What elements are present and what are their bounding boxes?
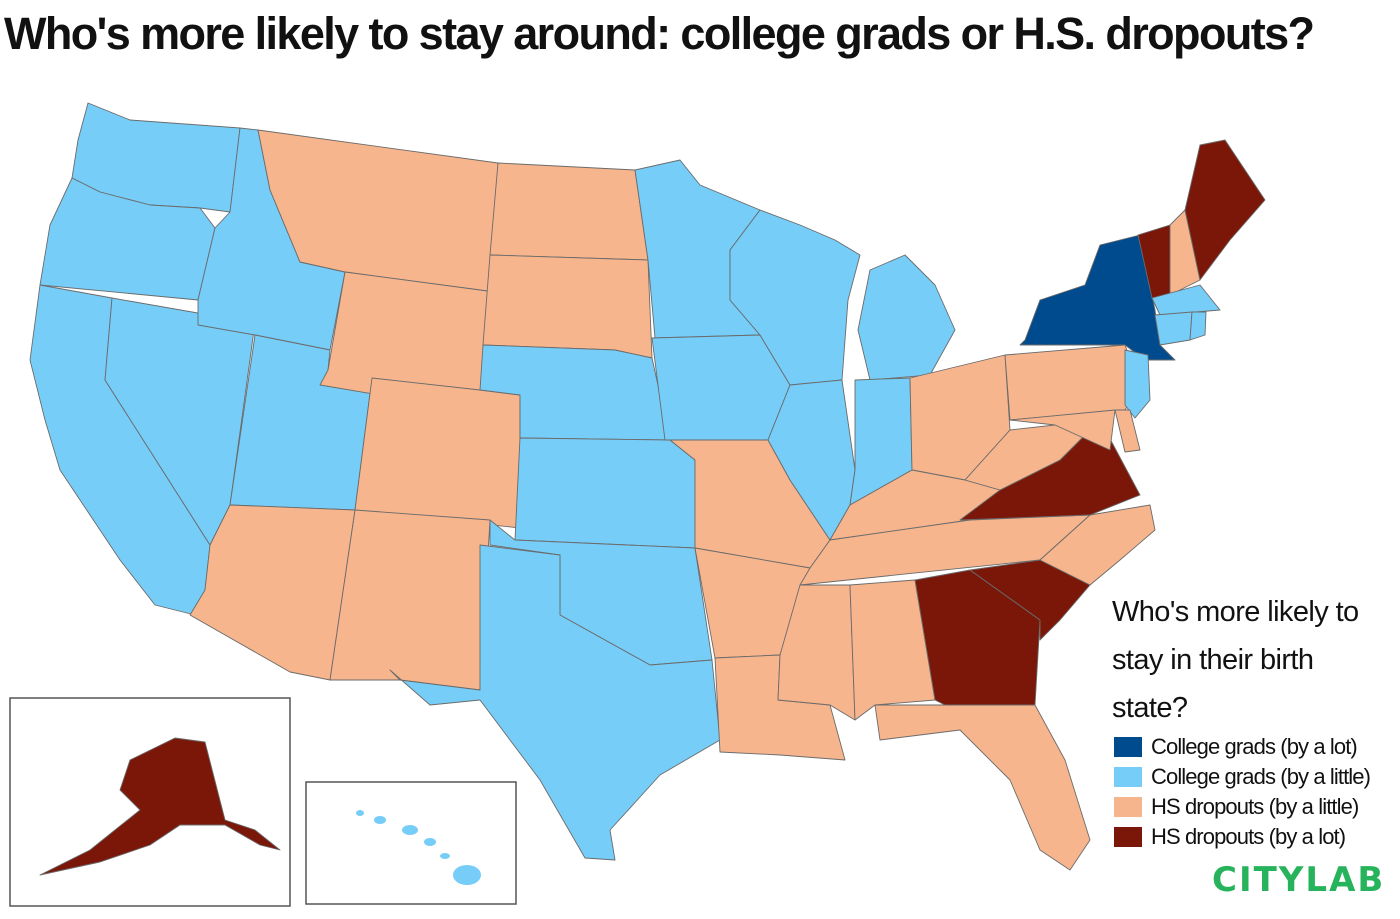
state-michigan [857, 254, 956, 381]
state-hawaii [453, 865, 481, 885]
legend-item-college-lot: College grads (by a lot) [1114, 732, 1397, 762]
state-hawaii [374, 816, 386, 824]
legend-item-hs-little: HS dropouts (by a little) [1114, 792, 1397, 822]
state-hawaii [402, 825, 418, 835]
legend-swatch [1114, 827, 1142, 847]
state-hawaii [440, 853, 450, 859]
state-north-dakota [489, 162, 649, 261]
state-hawaii [356, 810, 364, 816]
state-texas [389, 544, 721, 861]
legend-label: HS dropouts (by a little) [1151, 794, 1359, 819]
state-maine [1184, 139, 1266, 281]
legend-label: College grads (by a lot) [1151, 734, 1358, 759]
state-hawaii [424, 838, 436, 846]
legend-swatch [1114, 767, 1142, 787]
legend-question: Who's more likely to stay in their birth… [1112, 596, 1359, 724]
state-south-dakota [482, 254, 653, 359]
legend: Who's more likely to stay in their birth… [1112, 588, 1397, 852]
state-new-jersey [1124, 349, 1151, 419]
state-maryland [1009, 409, 1116, 451]
legend-swatch [1114, 797, 1142, 817]
state-massachusetts [1151, 284, 1221, 316]
state-pennsylvania [1004, 344, 1141, 421]
legend-label: College grads (by a little) [1151, 764, 1371, 789]
hawaii-inset-box [305, 781, 517, 905]
legend-item-hs-lot: HS dropouts (by a lot) [1114, 822, 1397, 852]
state-rhode-island [1189, 311, 1207, 341]
state-alaska [39, 737, 281, 876]
legend-swatch [1114, 737, 1142, 757]
state-colorado [354, 377, 521, 529]
legend-item-college-little: College grads (by a little) [1114, 762, 1397, 792]
citylab-logo: CITYLAB [1212, 860, 1386, 900]
state-delaware [1114, 409, 1141, 453]
state-connecticut [1154, 311, 1193, 346]
state-florida [874, 704, 1091, 871]
state-wisconsin [729, 209, 861, 386]
state-new-mexico [329, 509, 491, 691]
state-alabama [849, 579, 936, 721]
state-kansas [514, 437, 696, 549]
legend-label: HS dropouts (by a lot) [1151, 824, 1346, 849]
map-title: Who's more likely to stay around: colleg… [4, 8, 1315, 59]
